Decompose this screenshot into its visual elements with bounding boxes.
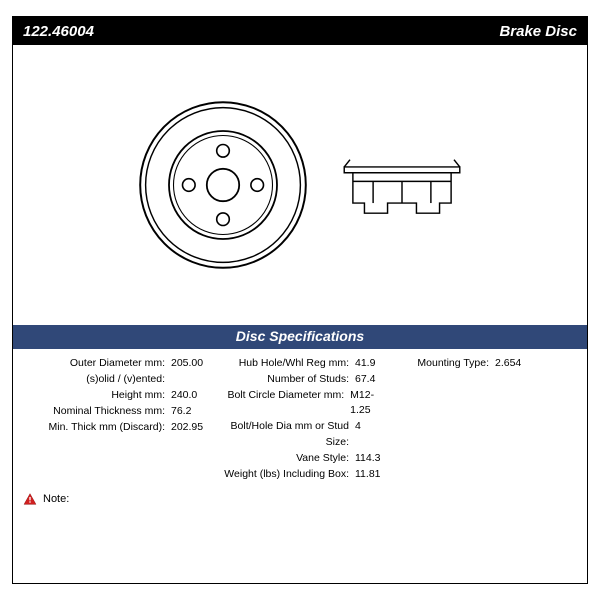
page-title: Brake Disc [499, 23, 577, 40]
spec-label: Number of Studs: [207, 372, 355, 387]
spec-row: Vane Style:114.3 [207, 450, 393, 466]
spec-label: Weight (lbs) Including Box: [207, 467, 355, 482]
spec-col-1: Outer Diameter mm:205.00 (s)olid / (v)en… [21, 355, 207, 483]
spec-row: Bolt Circle Diameter mm:M12-1.25 [207, 387, 393, 418]
warning-icon [23, 493, 37, 505]
spec-row: Mounting Type:2.654 [393, 355, 579, 371]
spec-label: Bolt Circle Diameter mm: [207, 388, 350, 418]
spec-label: Hub Hole/Whl Reg mm: [207, 356, 355, 371]
spec-value: 67.4 [355, 372, 375, 387]
spec-value: 76.2 [171, 404, 191, 419]
spec-label: Outer Diameter mm: [21, 356, 171, 371]
spec-value: 114.3 [355, 451, 381, 466]
spec-value: 205.00 [171, 356, 203, 371]
note-label: Note: [43, 493, 69, 505]
part-number: 122.46004 [23, 23, 94, 40]
spec-row: Weight (lbs) Including Box:11.81 [207, 467, 393, 483]
spec-row: (s)olid / (v)ented: [21, 371, 207, 387]
spec-row: Min. Thick mm (Discard):202.95 [21, 420, 207, 436]
spec-row: Number of Studs:67.4 [207, 371, 393, 387]
spec-label: Bolt/Hole Dia mm or Stud Size: [207, 419, 355, 449]
spec-value: 2.654 [495, 356, 521, 371]
spec-value: 11.81 [355, 467, 381, 482]
spec-col-3: Mounting Type:2.654 [393, 355, 579, 483]
spec-row: Bolt/Hole Dia mm or Stud Size:4 [207, 419, 393, 450]
spec-table: Outer Diameter mm:205.00 (s)olid / (v)en… [13, 349, 587, 487]
spec-row: Outer Diameter mm:205.00 [21, 355, 207, 371]
spec-label: Min. Thick mm (Discard): [21, 420, 171, 435]
spec-label: Height mm: [21, 388, 171, 403]
spec-label: (s)olid / (v)ented: [21, 372, 171, 387]
header-bar: 122.46004 Brake Disc [13, 17, 587, 45]
spec-value: 202.95 [171, 420, 203, 435]
spec-label: Mounting Type: [393, 356, 495, 371]
spec-col-2: Hub Hole/Whl Reg mm:41.9 Number of Studs… [207, 355, 393, 483]
spec-value: 4 [355, 419, 361, 449]
brake-drum-side-icon [337, 145, 467, 225]
spec-row: Hub Hole/Whl Reg mm:41.9 [207, 355, 393, 371]
spec-row: Height mm:240.0 [21, 387, 207, 403]
spec-row: Nominal Thickness mm:76.2 [21, 404, 207, 420]
spec-label: Vane Style: [207, 451, 355, 466]
spec-value: 240.0 [171, 388, 197, 403]
spec-bar: Disc Specifications [13, 325, 587, 349]
spec-label: Nominal Thickness mm: [21, 404, 171, 419]
note-row: Note: [13, 487, 587, 511]
spec-sheet: 122.46004 Brake Disc [12, 16, 588, 584]
brake-drum-face-icon [133, 95, 313, 275]
spec-value: 41.9 [355, 356, 375, 371]
figure-area [13, 45, 587, 325]
spec-value: M12-1.25 [350, 388, 393, 418]
